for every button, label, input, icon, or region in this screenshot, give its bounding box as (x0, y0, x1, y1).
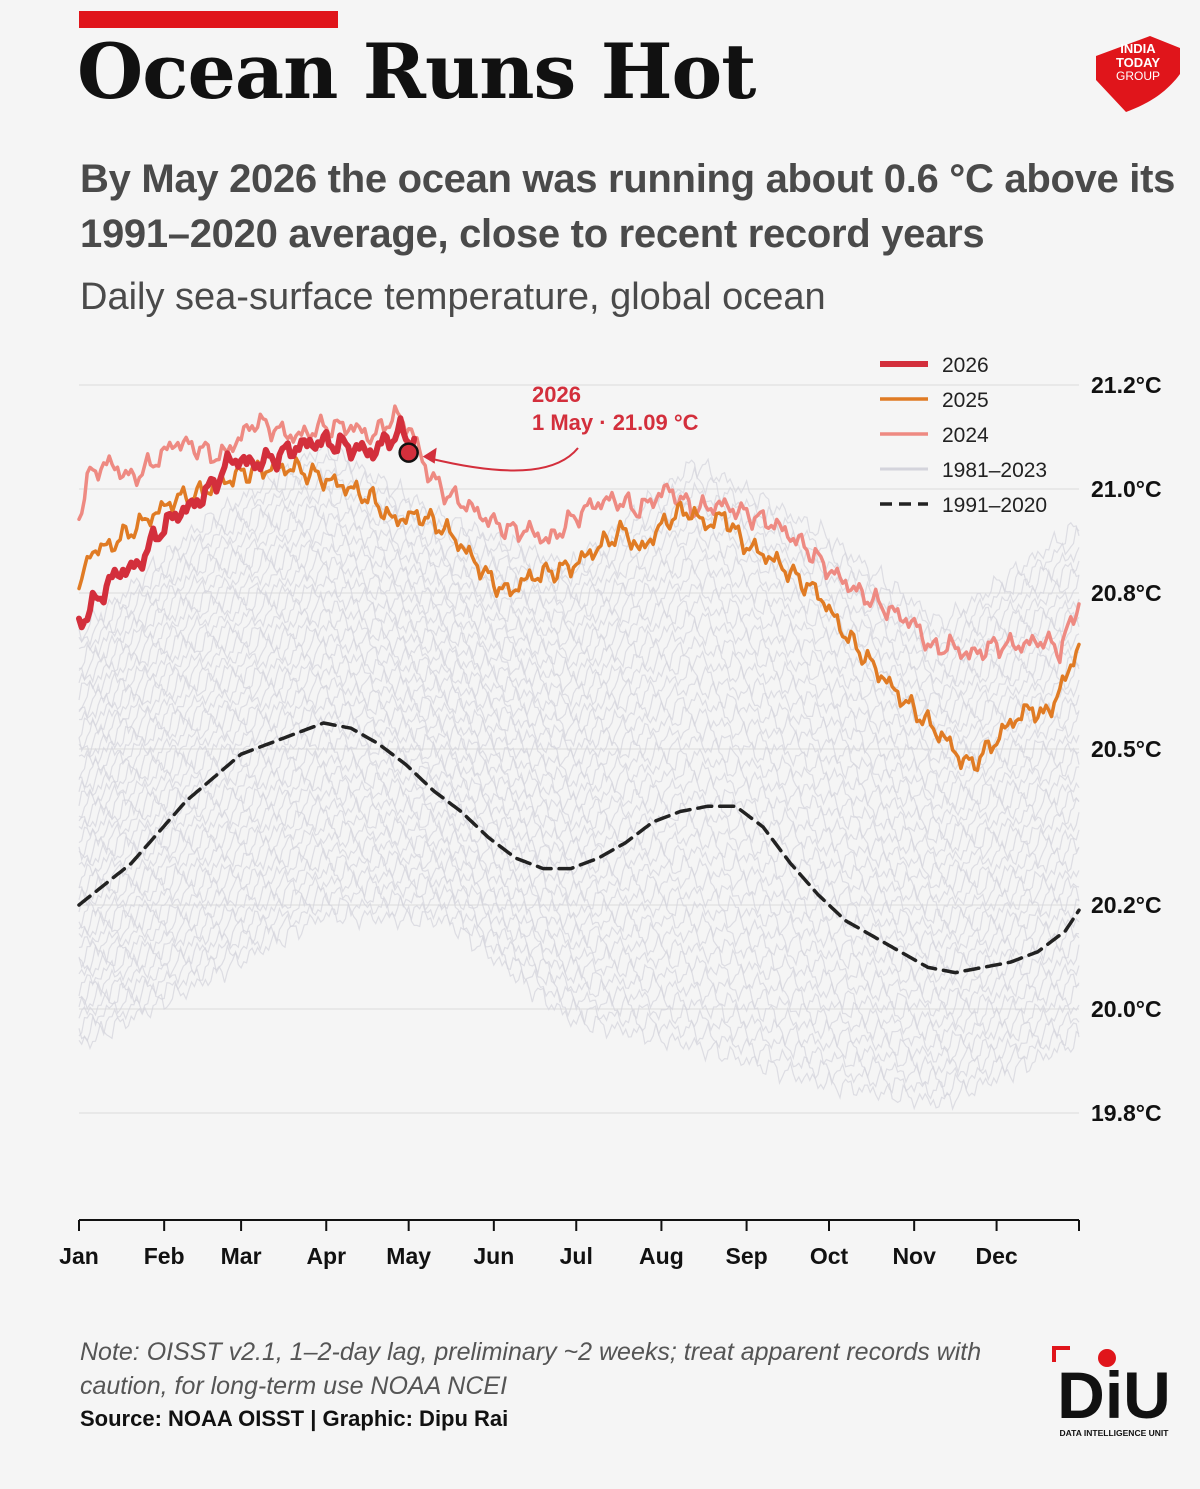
historical-year-line (78, 684, 1080, 886)
legend-label: 2026 (942, 354, 989, 377)
x-tick-label: Feb (144, 1243, 185, 1269)
annotation-2026: 2026 1 May · 21.09 °C (398, 382, 699, 472)
historical-year-line (78, 560, 1080, 761)
historical-year-line (78, 785, 1080, 983)
x-tick-label: Jul (560, 1243, 593, 1269)
annotation-arrowhead (422, 447, 437, 464)
annotation-marker (398, 442, 419, 463)
y-axis-labels: 19.8°C 20.0°C 20.2°C 20.5°C 20.8°C 21.0°C 21.2… (1091, 372, 1162, 1126)
series-line-2025 (77, 456, 1081, 772)
x-tick-label: Aug (639, 1243, 684, 1269)
historical-year-line (78, 817, 1080, 1017)
series-line-1991–2020 (77, 721, 1081, 975)
legend-label: 1991–2020 (942, 494, 1047, 517)
y-tick-label: 20.0°C (1091, 996, 1162, 1022)
series-lines (76, 404, 1081, 975)
logo-tagline: DATA INTELLIGENCE UNIT (1060, 1428, 1170, 1438)
x-tick-label: Nov (892, 1243, 936, 1269)
historical-year-line (78, 884, 1080, 1088)
legend: 2026 2025 2024 1981–2023 1991–2020 (880, 354, 1047, 517)
y-tick-label: 21.0°C (1091, 476, 1162, 502)
logo-mark-text: DiU (1057, 1358, 1171, 1432)
logo-text-line: GROUP (1116, 69, 1160, 83)
annotation-label: 1 May · 21.09 °C (532, 410, 699, 435)
diu-logo: DiU DATA INTELLIGENCE UNIT (1052, 1346, 1171, 1438)
title-accent-bar (79, 11, 338, 28)
series-line-2024 (77, 404, 1081, 665)
historical-year-line (78, 628, 1080, 825)
historical-year-line (78, 467, 1080, 671)
historical-year-line (78, 652, 1080, 850)
historical-year-line (78, 847, 1080, 1053)
historical-year-line (78, 608, 1080, 806)
india-today-logo: INDIA TODAY GROUP (1096, 36, 1180, 112)
legend-label: 1981–2023 (942, 459, 1047, 482)
historical-lines-1981-2023 (78, 437, 1080, 1111)
y-tick-label: 19.8°C (1091, 1100, 1162, 1126)
logo-text-line: TODAY (1116, 55, 1160, 70)
y-tick-label: 21.2°C (1091, 372, 1162, 398)
x-tick-label: Sep (725, 1243, 767, 1269)
historical-year-line (78, 584, 1080, 779)
historical-year-line (78, 806, 1080, 1010)
legend-label: 2025 (942, 389, 989, 412)
historical-year-line (78, 497, 1080, 686)
historical-year-line (78, 727, 1080, 930)
logo-text-line: INDIA (1120, 41, 1156, 56)
legend-label: 2024 (942, 424, 989, 447)
historical-year-line (78, 664, 1080, 858)
x-tick-label: Jun (473, 1243, 514, 1269)
x-tick-label: Apr (306, 1243, 346, 1269)
chart-caption: Daily sea-surface temperature, global oc… (80, 276, 826, 318)
x-tick-label: Jan (59, 1243, 99, 1269)
historical-year-line (78, 860, 1080, 1065)
historical-year-line (78, 707, 1080, 904)
historical-year-line (78, 511, 1080, 715)
source-credit: Source: NOAA OISST | Graphic: Dipu Rai (80, 1406, 509, 1431)
historical-year-line (78, 619, 1080, 811)
x-tick-label: May (386, 1243, 431, 1269)
sst-line-chart: Jan Feb Mar Apr May Jun Jul Aug Sep Oct Nov Dec 19.… (59, 354, 1162, 1269)
historical-year-line (78, 635, 1080, 841)
historical-year-line (78, 697, 1080, 893)
historical-year-line (78, 503, 1080, 701)
subtitle: By May 2026 the ocean was running about … (80, 157, 1176, 256)
page-title: Ocean Runs Hot (77, 27, 756, 116)
x-axis: Jan Feb Mar Apr May Jun Jul Aug Sep Oct Nov Dec (59, 1219, 1080, 1269)
x-tick-label: Oct (810, 1243, 849, 1269)
historical-year-line (79, 542, 1080, 733)
annotation-year: 2026 (532, 382, 581, 407)
y-tick-label: 20.8°C (1091, 580, 1162, 606)
historical-year-line (78, 891, 1080, 1100)
historical-year-line (78, 590, 1080, 794)
historical-year-line (78, 714, 1080, 919)
y-tick-label: 20.5°C (1091, 736, 1162, 762)
x-tick-label: Dec (975, 1243, 1017, 1269)
y-tick-label: 20.2°C (1091, 892, 1162, 918)
historical-year-line (78, 826, 1080, 1031)
historical-year-line (78, 902, 1080, 1111)
annotation-arrow (430, 447, 579, 472)
series-line-2026 (76, 415, 418, 631)
footnote: Note: OISST v2.1, 1–2-day lag, prelimina… (80, 1338, 982, 1400)
x-tick-label: Mar (221, 1243, 262, 1269)
